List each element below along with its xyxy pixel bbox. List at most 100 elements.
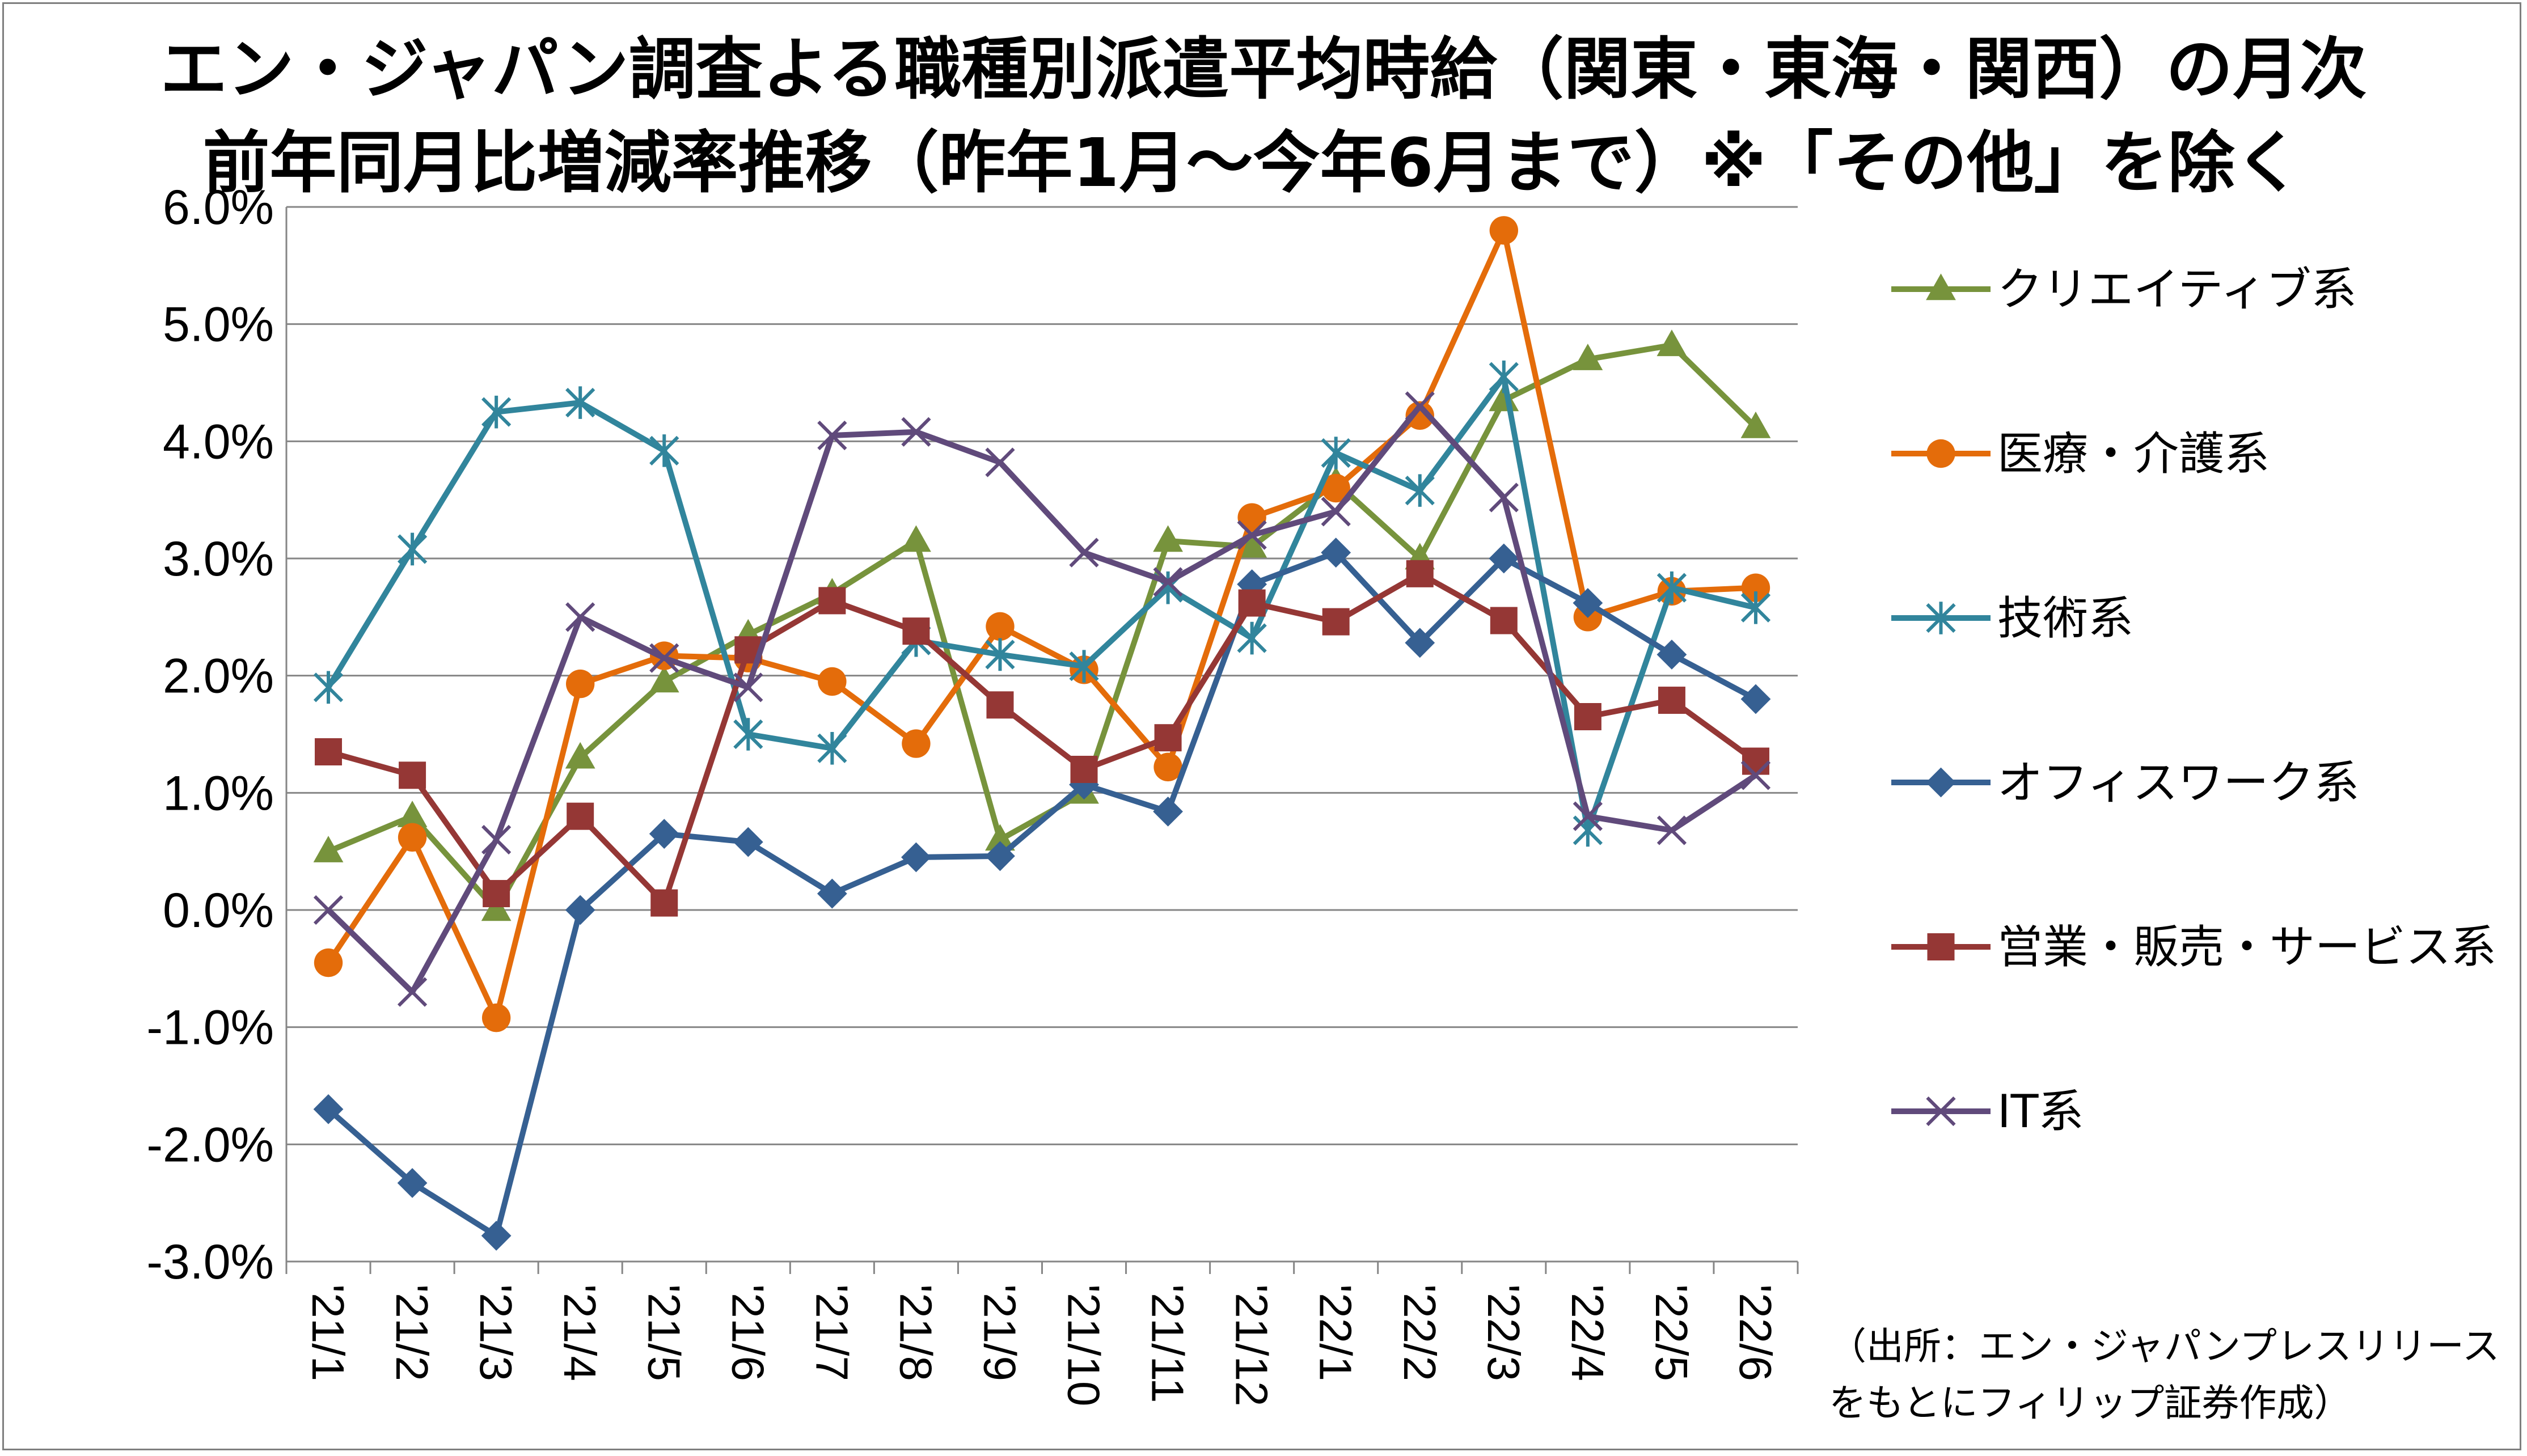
data-point: [818, 587, 846, 615]
legend-entry: 営業・販売・サービス系: [1891, 921, 2496, 974]
data-point: [733, 827, 763, 857]
x-tick-label: '22/4: [1562, 1284, 1613, 1381]
data-point: [1740, 684, 1771, 714]
data-point: [313, 895, 344, 925]
data-point: [1573, 344, 1603, 370]
y-tick-label: 3.0%: [163, 532, 274, 586]
legend-label: クリエイティブ系: [1997, 263, 2357, 316]
data-point: [1740, 760, 1771, 790]
data-point: [397, 1168, 428, 1198]
data-point: [985, 638, 1015, 671]
x-tick-label: '22/2: [1395, 1284, 1445, 1381]
data-point: [481, 894, 512, 921]
y-tick-label: 2.0%: [163, 649, 274, 704]
legend-entry: 医療・介護系: [1891, 428, 2270, 480]
legend-label: IT系: [1997, 1085, 2084, 1138]
legend-label: 営業・販売・サービス系: [1997, 921, 2496, 974]
axes: [285, 207, 1799, 1274]
legend-marker: [1926, 439, 1955, 468]
data-point: [1490, 607, 1518, 634]
x-tick-label: '21/6: [722, 1284, 773, 1381]
data-point: [1321, 537, 1351, 568]
series-line: [326, 549, 1757, 1239]
series-4: [313, 537, 1771, 1251]
series-3: [313, 360, 1771, 847]
y-tick-label: -2.0%: [146, 1118, 274, 1172]
x-tick-label: '22/1: [1311, 1284, 1361, 1381]
data-point: [650, 889, 678, 917]
data-point: [1406, 560, 1434, 587]
data-point: [649, 643, 679, 673]
legend-marker: [1927, 933, 1955, 960]
data-point: [397, 977, 428, 1007]
data-point: [313, 1094, 344, 1124]
x-tick-label: '21/12: [1227, 1284, 1277, 1406]
series-line: [326, 374, 1757, 833]
data-point: [481, 395, 512, 429]
data-point: [901, 842, 931, 873]
data-point: [565, 895, 595, 925]
legend-marker: [1926, 1096, 1956, 1127]
data-point: [1573, 814, 1603, 847]
data-point: [902, 617, 930, 645]
data-point: [567, 802, 594, 830]
data-point: [1657, 815, 1687, 845]
source-note: （出所：エン・ジャパンプレスリリース をもとにフィリップ証券作成）: [1829, 1318, 2500, 1432]
data-point: [565, 602, 595, 632]
data-point: [397, 532, 428, 566]
data-point: [1069, 537, 1099, 568]
data-point: [985, 841, 1015, 871]
x-tick-label: '21/9: [974, 1284, 1025, 1381]
series-6: [313, 391, 1771, 1007]
data-point: [986, 612, 1015, 641]
data-point: [1742, 747, 1769, 775]
x-tick-label: '22/5: [1646, 1284, 1697, 1381]
data-point: [1322, 608, 1350, 636]
data-point: [1237, 520, 1267, 550]
data-point: [1069, 650, 1099, 683]
data-point: [733, 718, 763, 751]
series-line: [327, 342, 1758, 913]
data-point: [1237, 531, 1267, 558]
data-point: [1405, 474, 1435, 507]
data-point: [483, 880, 510, 908]
data-point: [1321, 437, 1351, 469]
x-tick-label: '21/5: [639, 1284, 689, 1381]
legend-entry: クリエイティブ系: [1891, 263, 2357, 316]
data-point: [1405, 391, 1435, 421]
y-tick-label: 6.0%: [163, 180, 274, 235]
data-point: [649, 819, 679, 849]
data-point: [818, 667, 847, 696]
data-point: [902, 729, 931, 758]
data-point: [1573, 588, 1603, 618]
y-tick-label: -3.0%: [146, 1235, 274, 1289]
y-axis-tick-labels: 6.0% 5.0% 4.0% 3.0% 2.0% 1.0% 0.0% -1.0% -2.0% -3…: [146, 180, 274, 1289]
data-point: [1657, 571, 1687, 604]
data-point: [481, 824, 512, 855]
y-tick-label: 1.0%: [163, 766, 274, 820]
data-point: [1321, 473, 1350, 503]
x-tick-label: '21/8: [890, 1284, 941, 1381]
data-point: [1237, 621, 1267, 655]
data-point: [1405, 401, 1434, 430]
data-point: [1153, 525, 1183, 552]
data-point: [398, 823, 427, 852]
data-point: [985, 447, 1015, 477]
data-point: [1658, 687, 1685, 714]
data-point: [817, 420, 847, 451]
x-tick-label: '21/11: [1143, 1284, 1193, 1403]
data-point: [397, 801, 428, 827]
data-point: [1153, 752, 1182, 782]
data-point: [481, 1221, 512, 1251]
data-point: [1070, 756, 1098, 783]
y-tick-label: 4.0%: [163, 414, 274, 469]
data-point: [817, 878, 847, 909]
legend-marker: [1926, 767, 1956, 798]
data-point: [314, 948, 343, 977]
data-point: [985, 824, 1015, 851]
legend-entry: 技術系: [1891, 592, 2133, 645]
source-note-line2: をもとにフィリップ証券作成）: [1829, 1381, 2352, 1425]
